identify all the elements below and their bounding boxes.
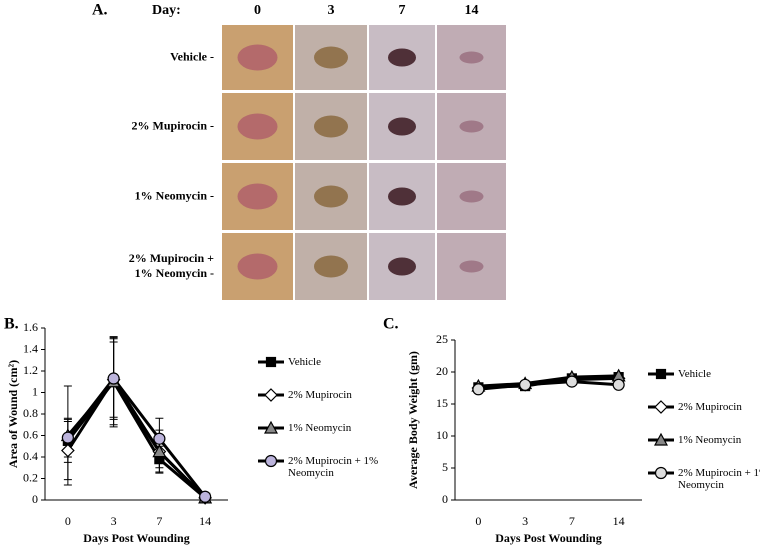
day-label: Day: [152, 3, 181, 18]
row-label: 1% Neomycin - [135, 266, 214, 280]
legend-label: 1% Neomycin [678, 434, 742, 446]
y-tick-label: 0.2 [23, 470, 38, 484]
x-tick-label: 0 [475, 514, 481, 528]
y-tick-label: 0 [32, 492, 38, 506]
x-tick-label: 7 [156, 514, 162, 528]
day-header: 0 [254, 3, 261, 18]
wound [388, 48, 416, 67]
wound [459, 120, 484, 133]
marker [61, 443, 75, 458]
y-tick-label: 20 [436, 364, 448, 378]
series-line [66, 379, 207, 499]
day-header: 3 [328, 3, 335, 18]
legend-marker [654, 466, 668, 480]
day-header: 7 [399, 3, 406, 18]
legend-marker [265, 356, 277, 368]
marker [153, 432, 166, 445]
panel-label: B. [4, 316, 19, 333]
legend-marker [264, 454, 278, 468]
y-tick-label: 0.6 [23, 427, 38, 441]
marker [612, 378, 625, 391]
wound [388, 117, 416, 136]
wound [314, 255, 348, 278]
row-label: 2% Mupirocin + [129, 251, 214, 265]
wound [314, 46, 348, 69]
y-tick-label: 25 [436, 332, 448, 346]
legend-label: Vehicle [288, 356, 321, 368]
x-tick-label: 14 [199, 514, 211, 528]
legend-label: 2% Mupirocin [678, 401, 742, 413]
legend-marker [263, 420, 279, 434]
marker [519, 378, 532, 391]
legend-marker [653, 432, 669, 446]
wound [388, 257, 416, 276]
row-label: 2% Mupirocin - [132, 118, 214, 132]
y-axis-title: Average Body Weight (gm) [406, 351, 420, 489]
y-tick-label: 5 [442, 460, 448, 474]
x-tick-label: 3 [522, 514, 528, 528]
y-tick-label: 10 [436, 428, 448, 442]
legend-marker [655, 368, 667, 380]
legend-label: 2% Mupirocin [288, 389, 352, 401]
wound [459, 190, 484, 203]
wound [237, 44, 278, 71]
x-tick-label: 14 [613, 514, 625, 528]
marker [199, 490, 212, 503]
wound [237, 113, 278, 140]
marker [565, 375, 578, 388]
legend-label: 2% Mupirocin + 1% Neomycin [678, 467, 760, 491]
wound [237, 253, 278, 280]
panel-label: A. [92, 2, 108, 19]
series-line [478, 374, 619, 388]
wound [388, 187, 416, 206]
x-tick-label: 3 [111, 514, 117, 528]
wound [459, 260, 484, 273]
y-tick-label: 0 [442, 492, 448, 506]
series-line [66, 376, 207, 498]
x-axis-title: Days Post Wounding [83, 531, 189, 545]
y-tick-label: 1 [32, 384, 38, 398]
y-tick-label: 0.8 [23, 406, 38, 420]
y-axis-title: Area of Wound (cm²) [6, 360, 20, 468]
marker [61, 431, 74, 444]
wound [314, 185, 348, 208]
legend-label: 2% Mupirocin + 1% Neomycin [288, 455, 379, 479]
day-header: 14 [465, 3, 479, 18]
x-tick-label: 7 [569, 514, 575, 528]
y-tick-label: 0.4 [23, 449, 38, 463]
y-tick-label: 1.2 [23, 363, 38, 377]
marker [152, 444, 167, 458]
wound [314, 115, 348, 138]
wound [237, 183, 278, 210]
panel-label: C. [383, 316, 399, 333]
legend-label: Vehicle [678, 368, 711, 380]
legend-marker [654, 400, 668, 414]
wound [459, 51, 484, 64]
y-tick-label: 1.6 [23, 320, 38, 334]
legend-marker [264, 388, 278, 402]
row-label: Vehicle - [170, 49, 214, 63]
marker [472, 383, 485, 396]
y-tick-label: 1.4 [23, 341, 38, 355]
legend-label: 1% Neomycin [288, 422, 352, 434]
row-label: 1% Neomycin - [135, 188, 214, 202]
x-tick-label: 0 [65, 514, 71, 528]
series-line [478, 380, 619, 391]
x-axis-title: Days Post Wounding [495, 531, 601, 545]
y-tick-label: 15 [436, 396, 448, 410]
marker [107, 372, 120, 385]
